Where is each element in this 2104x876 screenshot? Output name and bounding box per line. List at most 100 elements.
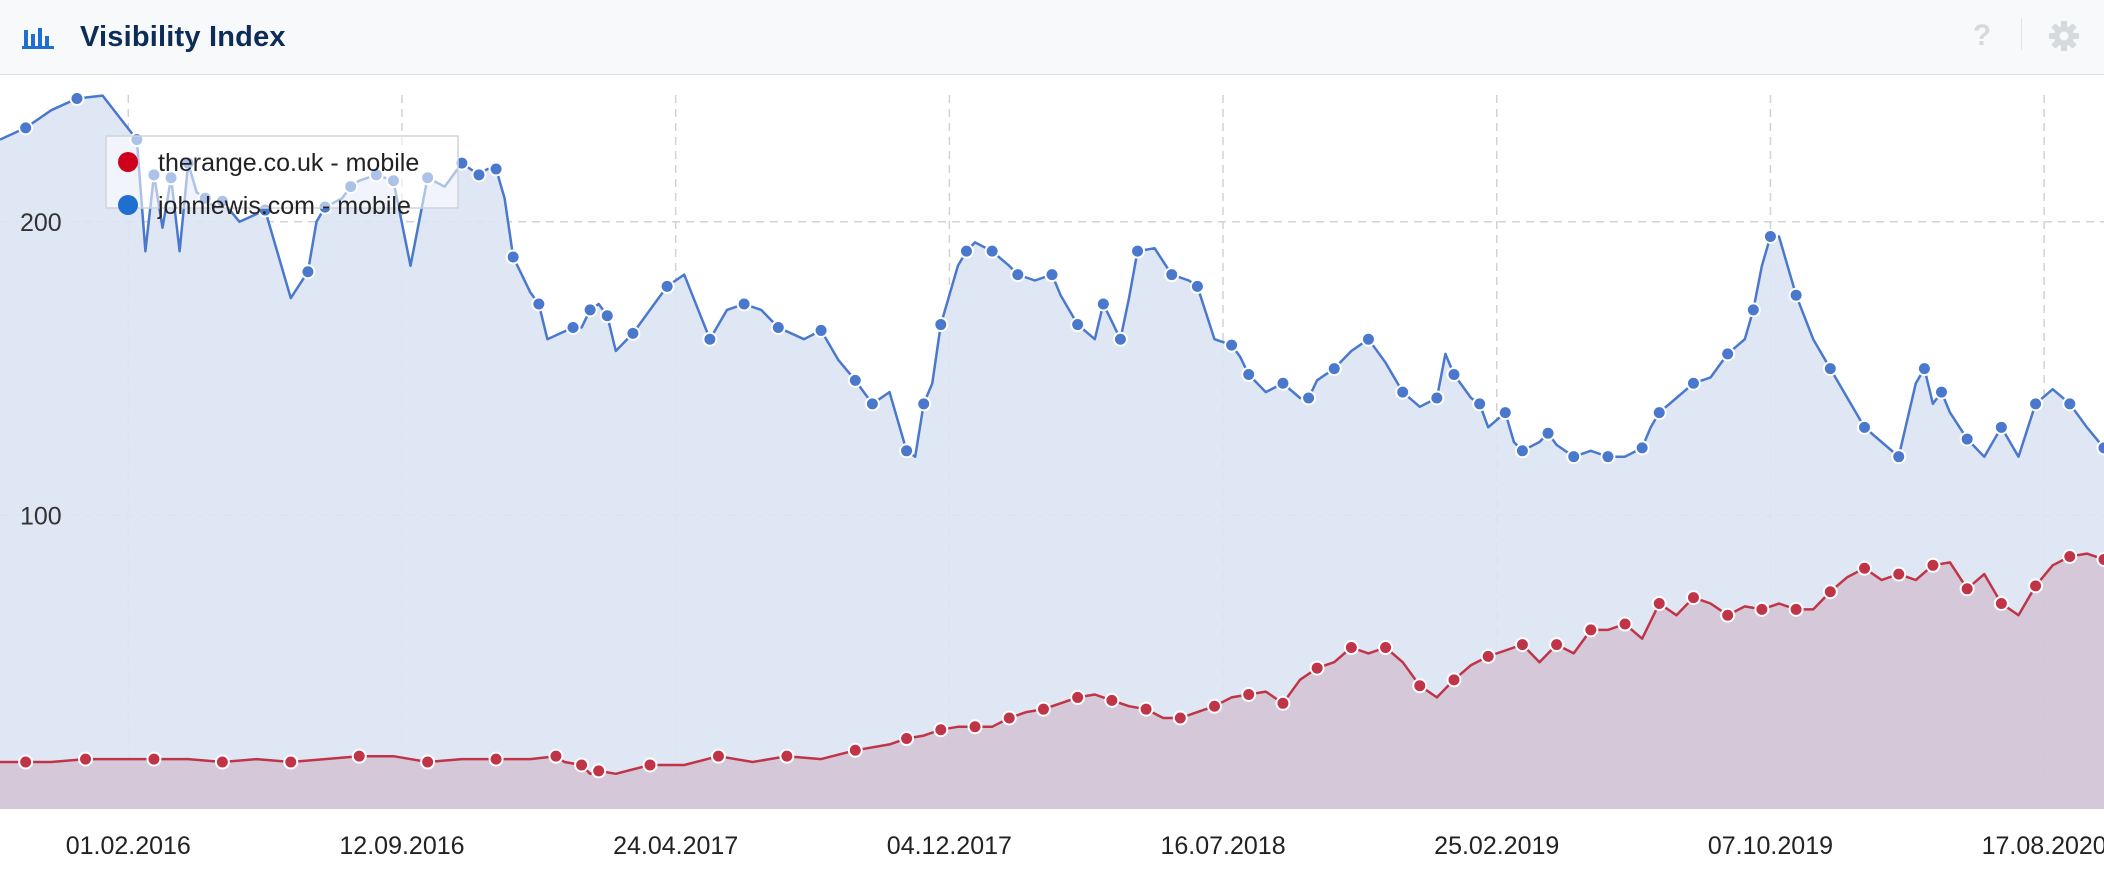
data-point-johnlewis[interactable]: [69, 90, 85, 106]
data-point-therange[interactable]: [1001, 710, 1017, 726]
data-point-johnlewis[interactable]: [625, 325, 641, 341]
data-point-johnlewis[interactable]: [702, 331, 718, 347]
data-point-therange[interactable]: [1959, 581, 1975, 597]
data-point-johnlewis[interactable]: [1891, 449, 1907, 465]
data-point-johnlewis[interactable]: [531, 296, 547, 312]
data-point-johnlewis[interactable]: [1070, 317, 1086, 333]
data-point-johnlewis[interactable]: [1010, 267, 1026, 283]
data-point-johnlewis[interactable]: [1916, 361, 1932, 377]
data-point-johnlewis[interactable]: [2062, 396, 2078, 412]
data-point-johnlewis[interactable]: [1301, 390, 1317, 406]
data-point-johnlewis[interactable]: [471, 167, 487, 183]
data-point-johnlewis[interactable]: [958, 243, 974, 259]
data-point-johnlewis[interactable]: [1651, 405, 1667, 421]
data-point-therange[interactable]: [1138, 701, 1154, 717]
question-mark-icon[interactable]: ?: [1972, 19, 1992, 52]
data-point-johnlewis[interactable]: [1600, 449, 1616, 465]
data-point-therange[interactable]: [1480, 648, 1496, 664]
data-point-johnlewis[interactable]: [1566, 449, 1582, 465]
data-point-johnlewis[interactable]: [770, 319, 786, 335]
data-point-therange[interactable]: [283, 754, 299, 770]
data-point-johnlewis[interactable]: [899, 443, 915, 459]
data-point-therange[interactable]: [1685, 590, 1701, 606]
data-point-johnlewis[interactable]: [1933, 384, 1949, 400]
data-point-therange[interactable]: [488, 751, 504, 767]
data-point-therange[interactable]: [591, 763, 607, 779]
data-point-johnlewis[interactable]: [1685, 375, 1701, 391]
data-point-therange[interactable]: [1309, 660, 1325, 676]
data-point-therange[interactable]: [1754, 601, 1770, 617]
data-point-therange[interactable]: [710, 748, 726, 764]
data-point-johnlewis[interactable]: [1788, 287, 1804, 303]
data-point-johnlewis[interactable]: [659, 278, 675, 294]
data-point-johnlewis[interactable]: [18, 120, 34, 136]
data-point-therange[interactable]: [967, 719, 983, 735]
data-point-johnlewis[interactable]: [1275, 375, 1291, 391]
data-point-therange[interactable]: [642, 757, 658, 773]
data-point-johnlewis[interactable]: [1164, 267, 1180, 283]
data-point-therange[interactable]: [1651, 595, 1667, 611]
data-point-johnlewis[interactable]: [1130, 243, 1146, 259]
data-point-therange[interactable]: [1617, 616, 1633, 632]
data-point-johnlewis[interactable]: [1326, 361, 1342, 377]
data-point-therange[interactable]: [1275, 695, 1291, 711]
data-point-johnlewis[interactable]: [916, 396, 932, 412]
data-point-johnlewis[interactable]: [599, 308, 615, 324]
data-point-therange[interactable]: [1104, 692, 1120, 708]
data-point-johnlewis[interactable]: [1514, 443, 1530, 459]
data-point-johnlewis[interactable]: [1762, 228, 1778, 244]
data-point-therange[interactable]: [779, 748, 795, 764]
data-point-johnlewis[interactable]: [2028, 396, 2044, 412]
data-point-therange[interactable]: [146, 751, 162, 767]
data-point-therange[interactable]: [214, 754, 230, 770]
data-point-johnlewis[interactable]: [1360, 331, 1376, 347]
data-point-johnlewis[interactable]: [1720, 346, 1736, 362]
data-point-therange[interactable]: [2096, 551, 2104, 567]
data-point-johnlewis[interactable]: [1634, 440, 1650, 456]
data-point-johnlewis[interactable]: [565, 319, 581, 335]
data-point-johnlewis[interactable]: [1857, 419, 1873, 435]
data-point-johnlewis[interactable]: [582, 302, 598, 318]
data-point-johnlewis[interactable]: [1993, 419, 2009, 435]
data-point-johnlewis[interactable]: [1745, 302, 1761, 318]
data-point-therange[interactable]: [1241, 686, 1257, 702]
data-point-therange[interactable]: [1549, 637, 1565, 653]
data-point-therange[interactable]: [1446, 672, 1462, 688]
data-point-johnlewis[interactable]: [864, 396, 880, 412]
data-point-johnlewis[interactable]: [813, 322, 829, 338]
data-point-johnlewis[interactable]: [736, 296, 752, 312]
data-point-therange[interactable]: [1891, 566, 1907, 582]
data-point-therange[interactable]: [1412, 678, 1428, 694]
data-point-johnlewis[interactable]: [984, 243, 1000, 259]
data-point-johnlewis[interactable]: [488, 161, 504, 177]
data-point-johnlewis[interactable]: [505, 249, 521, 265]
data-point-therange[interactable]: [1514, 637, 1530, 653]
data-point-therange[interactable]: [1925, 557, 1941, 573]
data-point-therange[interactable]: [351, 748, 367, 764]
data-point-johnlewis[interactable]: [847, 372, 863, 388]
data-point-johnlewis[interactable]: [1241, 366, 1257, 382]
data-point-therange[interactable]: [1857, 560, 1873, 576]
data-point-therange[interactable]: [933, 722, 949, 738]
data-point-johnlewis[interactable]: [1429, 390, 1445, 406]
data-point-therange[interactable]: [1993, 595, 2009, 611]
data-point-johnlewis[interactable]: [1472, 396, 1488, 412]
data-point-johnlewis[interactable]: [1095, 296, 1111, 312]
data-point-therange[interactable]: [1583, 622, 1599, 638]
data-point-therange[interactable]: [1720, 607, 1736, 623]
data-point-johnlewis[interactable]: [1112, 331, 1128, 347]
data-point-therange[interactable]: [2062, 549, 2078, 565]
data-point-johnlewis[interactable]: [1189, 278, 1205, 294]
data-point-johnlewis[interactable]: [1395, 384, 1411, 400]
data-point-johnlewis[interactable]: [1959, 431, 1975, 447]
data-point-therange[interactable]: [78, 751, 94, 767]
data-point-therange[interactable]: [1207, 698, 1223, 714]
data-point-therange[interactable]: [1378, 640, 1394, 656]
data-point-therange[interactable]: [847, 742, 863, 758]
data-point-therange[interactable]: [574, 757, 590, 773]
data-point-johnlewis[interactable]: [1446, 366, 1462, 382]
data-point-therange[interactable]: [1035, 701, 1051, 717]
data-point-therange[interactable]: [1070, 689, 1086, 705]
data-point-johnlewis[interactable]: [1497, 405, 1513, 421]
data-point-therange[interactable]: [1788, 601, 1804, 617]
